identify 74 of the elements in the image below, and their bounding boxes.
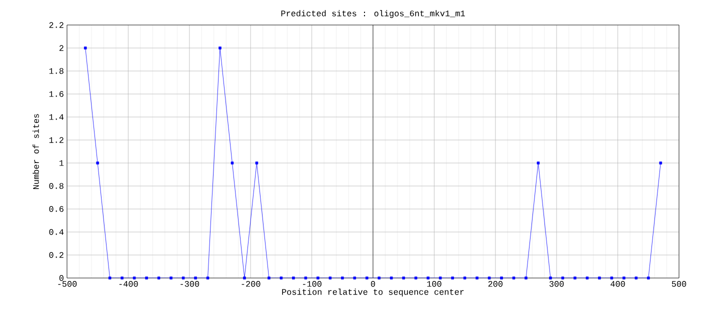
point <box>524 276 528 280</box>
point <box>488 276 491 280</box>
point <box>182 276 185 280</box>
point <box>170 276 172 280</box>
y-axis-title: Number of sites <box>32 114 39 189</box>
point <box>647 276 650 280</box>
y-tick-label: 1 <box>60 160 64 166</box>
point <box>268 276 270 280</box>
point <box>634 276 638 280</box>
point <box>426 276 430 280</box>
y-tick-label: 1.8 <box>49 68 64 74</box>
point <box>378 276 381 280</box>
y-tick-label: 0.2 <box>49 252 64 258</box>
point <box>402 276 406 280</box>
y-tick-label: 0.8 <box>49 183 64 189</box>
point <box>414 276 418 280</box>
point <box>549 276 552 280</box>
x-tick-label: 400 <box>610 281 625 287</box>
x-tick-label: 0 <box>370 281 376 287</box>
point <box>622 276 626 280</box>
point <box>316 276 320 280</box>
point <box>610 276 614 280</box>
point <box>120 276 124 280</box>
x-tick-label: -500 <box>58 281 77 287</box>
point <box>500 276 503 280</box>
y-tick-label: 1.2 <box>49 137 64 143</box>
x-tick-label: 100 <box>427 281 442 287</box>
point <box>218 46 222 50</box>
point <box>145 276 148 280</box>
point <box>512 276 516 280</box>
point <box>292 276 295 280</box>
point <box>438 276 442 280</box>
y-tick-label: 2.2 <box>49 22 64 28</box>
x-tick-label: 500 <box>672 281 686 287</box>
y-tick-label: 0.4 <box>49 229 64 235</box>
point <box>157 276 160 280</box>
x-tick-label: -400 <box>119 281 138 287</box>
x-tick-label: 200 <box>488 281 503 287</box>
y-tick-label: 0.6 <box>49 206 64 212</box>
point <box>536 162 540 164</box>
point <box>598 276 601 280</box>
point <box>230 162 234 164</box>
point <box>561 276 564 280</box>
point <box>476 276 478 280</box>
point <box>586 276 589 280</box>
point <box>353 276 356 280</box>
y-tick-label: 1.4 <box>49 114 64 120</box>
x-tick-label: -100 <box>303 281 322 287</box>
y-tick-label: 2 <box>59 45 64 51</box>
y-tick-label: 1.6 <box>49 91 64 97</box>
x-tick-label: -300 <box>180 281 200 287</box>
point <box>659 162 662 164</box>
point <box>108 276 112 280</box>
point <box>328 276 332 280</box>
point <box>463 276 466 280</box>
point <box>365 276 368 280</box>
x-axis-title: Position relative to sequence center <box>282 288 464 296</box>
point <box>206 276 210 280</box>
point <box>255 162 258 164</box>
point <box>451 276 454 280</box>
point <box>341 276 344 280</box>
point <box>390 276 393 280</box>
point <box>96 162 100 164</box>
x-tick-label: 300 <box>550 281 564 287</box>
point <box>194 276 197 280</box>
x-tick-label: -200 <box>242 281 260 287</box>
point <box>243 276 246 280</box>
chart-title: Predicted sites : oligos_6nt_mkv1_m1 <box>281 10 465 18</box>
point <box>280 276 283 280</box>
point <box>84 46 87 50</box>
point <box>574 276 576 280</box>
point <box>304 276 308 280</box>
y-tick-label: 0 <box>59 275 64 281</box>
point <box>132 276 136 280</box>
